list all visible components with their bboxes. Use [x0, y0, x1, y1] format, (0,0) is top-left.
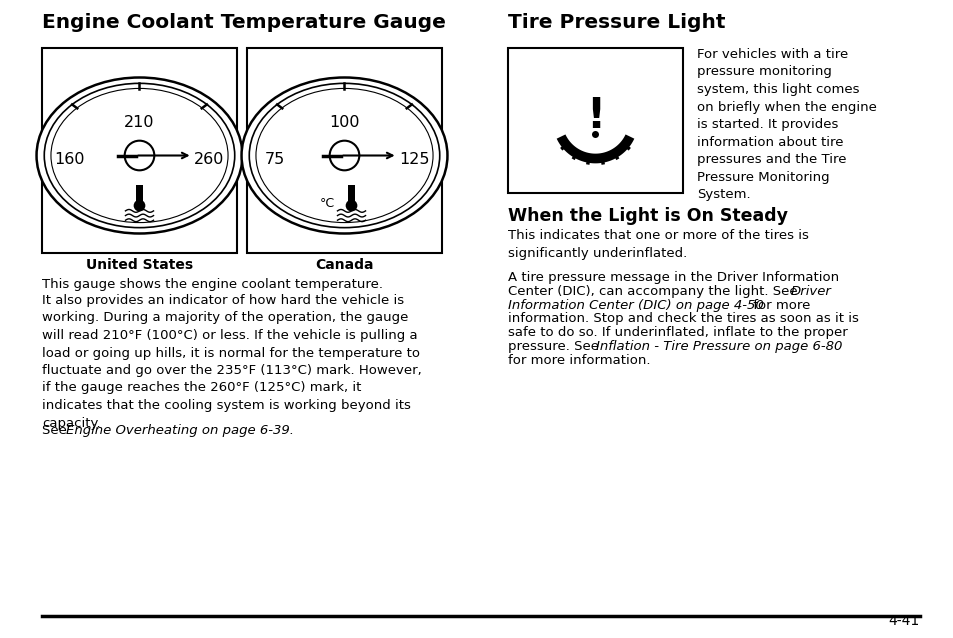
Text: Engine Coolant Temperature Gauge: Engine Coolant Temperature Gauge	[42, 13, 445, 32]
Text: It also provides an indicator of how hard the vehicle is
working. During a major: It also provides an indicator of how har…	[42, 294, 421, 429]
Circle shape	[345, 200, 357, 211]
Circle shape	[592, 131, 598, 138]
Text: Canada: Canada	[314, 258, 374, 272]
Text: A tire pressure message in the Driver Information: A tire pressure message in the Driver In…	[507, 271, 839, 284]
Text: !: !	[585, 96, 604, 138]
Ellipse shape	[36, 77, 242, 234]
Text: 75: 75	[264, 152, 284, 167]
Text: pressure. See: pressure. See	[507, 340, 602, 353]
Circle shape	[330, 141, 359, 170]
Text: United States: United States	[86, 258, 193, 272]
Text: °C: °C	[319, 197, 335, 210]
Text: 160: 160	[54, 152, 85, 167]
Text: 4-41: 4-41	[888, 614, 919, 628]
Text: Center (DIC), can accompany the light. See: Center (DIC), can accompany the light. S…	[507, 285, 801, 298]
Text: For vehicles with a tire
pressure monitoring
system, this light comes
on briefly: For vehicles with a tire pressure monito…	[697, 48, 876, 201]
Bar	[247, 48, 441, 253]
Text: This indicates that one or more of the tires is
significantly underinflated.: This indicates that one or more of the t…	[507, 229, 808, 260]
Text: for more information.: for more information.	[507, 354, 650, 367]
Circle shape	[133, 200, 145, 211]
Text: Engine Overheating on page 6-39.: Engine Overheating on page 6-39.	[66, 424, 294, 437]
Text: When the Light is On Steady: When the Light is On Steady	[507, 207, 787, 225]
Text: information. Stop and check the tires as soon as it is: information. Stop and check the tires as…	[507, 313, 858, 325]
Bar	[507, 48, 682, 193]
Text: This gauge shows the engine coolant temperature.: This gauge shows the engine coolant temp…	[42, 278, 382, 291]
Text: Information Center (DIC) on page 4-50: Information Center (DIC) on page 4-50	[507, 299, 763, 311]
Bar	[42, 48, 236, 253]
Text: 260: 260	[194, 152, 225, 167]
Text: 210: 210	[124, 115, 154, 130]
Text: See: See	[42, 424, 71, 437]
Text: 100: 100	[329, 115, 359, 130]
Text: safe to do so. If underinflated, inflate to the proper: safe to do so. If underinflated, inflate…	[507, 326, 847, 339]
Circle shape	[125, 141, 154, 170]
Ellipse shape	[241, 77, 447, 234]
Text: 125: 125	[399, 152, 429, 167]
Text: for more: for more	[748, 299, 809, 311]
FancyBboxPatch shape	[136, 185, 143, 204]
Text: Driver: Driver	[790, 285, 831, 298]
FancyBboxPatch shape	[348, 185, 355, 204]
Text: Inflation - Tire Pressure on page 6-80: Inflation - Tire Pressure on page 6-80	[596, 340, 841, 353]
Text: Tire Pressure Light: Tire Pressure Light	[507, 13, 724, 32]
